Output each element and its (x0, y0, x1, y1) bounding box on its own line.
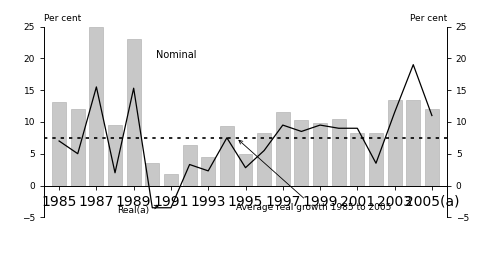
Text: Nominal: Nominal (156, 50, 196, 60)
Bar (127, 39, 140, 185)
Text: Average real growth 1985 to 2005: Average real growth 1985 to 2005 (236, 140, 391, 212)
Bar (425, 109, 439, 186)
Bar (89, 26, 104, 186)
Text: Per cent: Per cent (409, 14, 447, 23)
Bar (295, 120, 308, 186)
Bar (220, 126, 234, 186)
Bar (108, 125, 122, 186)
Bar (164, 174, 178, 186)
Bar (183, 145, 196, 186)
Bar (387, 100, 402, 186)
Bar (332, 119, 346, 186)
Bar (369, 133, 383, 185)
Bar (71, 109, 85, 186)
Bar (239, 154, 252, 186)
Bar (145, 163, 159, 186)
Bar (257, 133, 271, 185)
Bar (201, 157, 215, 186)
Bar (276, 112, 290, 186)
Bar (313, 123, 327, 186)
Bar (351, 133, 364, 185)
Text: Per cent: Per cent (44, 14, 82, 23)
Bar (406, 100, 420, 186)
Text: Real(a): Real(a) (118, 205, 158, 215)
Bar (52, 101, 66, 186)
